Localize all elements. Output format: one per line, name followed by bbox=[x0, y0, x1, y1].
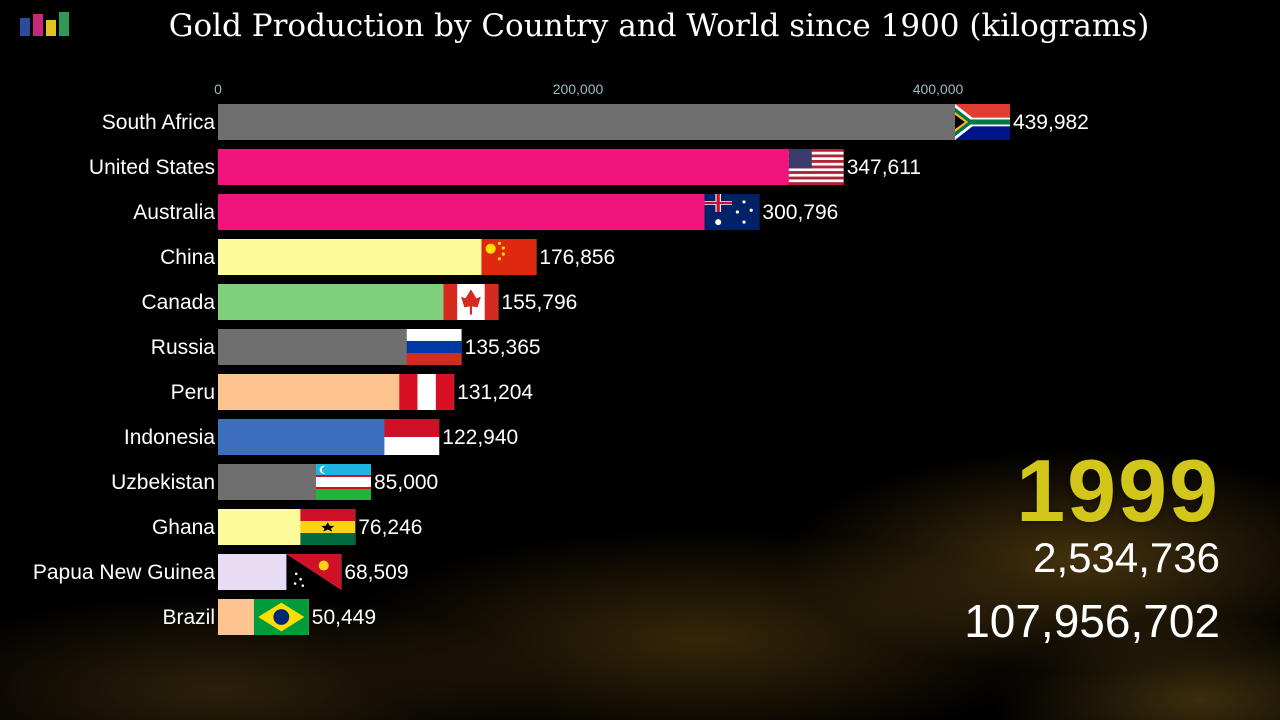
russia-flag bbox=[406, 329, 462, 365]
value-label: 68,509 bbox=[344, 561, 408, 584]
category-label: Canada bbox=[141, 291, 215, 314]
category-label: Papua New Guinea bbox=[33, 561, 215, 584]
ghana-flag bbox=[300, 509, 356, 545]
bars: South Africa 439,982 United States 347,611 A… bbox=[33, 104, 1089, 635]
united-states-flag bbox=[788, 149, 844, 185]
value-label: 300,796 bbox=[762, 201, 838, 224]
bar-row-united-states: United States 347,611 bbox=[89, 149, 921, 185]
bar-row-papua-new-guinea: Papua New Guinea 68,509 bbox=[33, 554, 409, 590]
chart-title: Gold Production by Country and World sin… bbox=[168, 8, 1150, 44]
cumulative-total: 107,956,702 bbox=[964, 595, 1220, 647]
year-display: 1999 bbox=[1016, 441, 1220, 540]
south-africa-flag bbox=[954, 104, 1010, 140]
bar-row-indonesia: Indonesia 122,940 bbox=[124, 419, 518, 455]
x-axis-ticks: 0 200,000 400,000 bbox=[214, 81, 963, 97]
value-label: 122,940 bbox=[442, 426, 518, 449]
peru-flag bbox=[399, 374, 455, 410]
x-tick-label: 0 bbox=[214, 81, 222, 97]
bar bbox=[218, 194, 760, 230]
x-tick-label: 400,000 bbox=[913, 81, 964, 97]
bar-row-peru: Peru 131,204 bbox=[171, 374, 533, 410]
value-label: 76,246 bbox=[358, 516, 422, 539]
bar-row-china: China 176,856 bbox=[160, 239, 615, 275]
bar-row-ghana: Ghana 76,246 bbox=[152, 509, 422, 545]
value-label: 439,982 bbox=[1013, 111, 1089, 134]
indonesia-flag bbox=[384, 419, 440, 455]
category-label: Ghana bbox=[152, 516, 215, 539]
channel-logo bbox=[20, 10, 72, 36]
category-label: Russia bbox=[151, 336, 216, 359]
category-label: China bbox=[160, 246, 215, 269]
category-label: Uzbekistan bbox=[111, 471, 215, 494]
value-label: 135,365 bbox=[465, 336, 541, 359]
brazil-flag bbox=[253, 599, 309, 635]
bar-row-canada: Canada 155,796 bbox=[141, 284, 577, 320]
value-label: 85,000 bbox=[374, 471, 438, 494]
bar-row-australia: Australia 300,796 bbox=[133, 194, 838, 230]
bar bbox=[218, 149, 844, 185]
canada-flag bbox=[443, 284, 499, 320]
value-label: 131,204 bbox=[457, 381, 533, 404]
value-label: 176,856 bbox=[539, 246, 615, 269]
value-label: 50,449 bbox=[312, 606, 376, 629]
australia-flag bbox=[704, 194, 760, 230]
bar-row-brazil: Brazil 50,449 bbox=[162, 599, 376, 635]
bar bbox=[218, 104, 1010, 140]
x-tick-label: 200,000 bbox=[553, 81, 604, 97]
uzbekistan-flag bbox=[316, 464, 371, 500]
category-label: South Africa bbox=[102, 111, 216, 134]
category-label: Australia bbox=[133, 201, 215, 224]
china-flag bbox=[481, 239, 537, 275]
bar-row-russia: Russia 135,365 bbox=[151, 329, 541, 365]
bar-row-uzbekistan: Uzbekistan 85,000 bbox=[111, 464, 438, 500]
value-label: 155,796 bbox=[501, 291, 577, 314]
category-label: Peru bbox=[171, 381, 215, 404]
value-label: 347,611 bbox=[847, 156, 921, 179]
bar-row-south-africa: South Africa 439,982 bbox=[102, 104, 1089, 140]
year-total: 2,534,736 bbox=[1033, 534, 1220, 581]
category-label: United States bbox=[89, 156, 215, 179]
category-label: Brazil bbox=[162, 606, 215, 629]
papua-new-guinea-flag bbox=[286, 554, 342, 590]
category-label: Indonesia bbox=[124, 426, 215, 449]
